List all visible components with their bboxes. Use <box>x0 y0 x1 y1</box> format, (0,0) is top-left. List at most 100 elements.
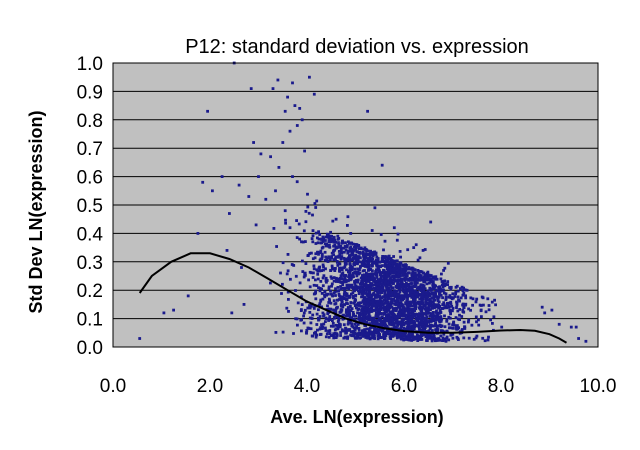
data-point <box>313 202 317 205</box>
data-point <box>397 279 400 282</box>
data-point <box>314 289 318 293</box>
data-point <box>362 297 366 300</box>
data-point <box>391 263 395 267</box>
data-point <box>380 291 384 294</box>
data-point <box>368 272 372 276</box>
data-point <box>393 303 397 306</box>
data-point <box>442 339 445 342</box>
data-point <box>428 297 432 301</box>
data-point <box>335 334 339 338</box>
data-point <box>388 266 392 269</box>
data-point <box>419 283 423 287</box>
data-point <box>374 307 378 310</box>
data-point <box>459 296 463 300</box>
data-point <box>345 297 348 301</box>
data-point <box>356 259 360 263</box>
data-point <box>372 321 375 325</box>
data-point <box>403 327 407 331</box>
data-point <box>423 290 427 294</box>
data-point <box>377 291 381 294</box>
data-point <box>425 298 428 302</box>
data-point <box>332 335 336 338</box>
data-point <box>433 291 437 294</box>
data-point <box>416 319 420 323</box>
data-point <box>364 313 367 317</box>
data-point <box>352 246 356 249</box>
data-point <box>327 287 331 291</box>
data-point <box>281 141 285 144</box>
data-point <box>320 257 324 261</box>
data-point <box>336 324 339 327</box>
data-point <box>374 303 378 307</box>
data-point <box>345 293 349 297</box>
data-point <box>353 248 357 252</box>
data-point <box>388 329 392 333</box>
data-point <box>378 278 381 282</box>
data-point <box>460 285 464 289</box>
data-point <box>484 310 488 314</box>
data-point <box>461 302 465 306</box>
data-point <box>334 287 337 291</box>
data-point <box>364 256 368 260</box>
data-point <box>312 283 316 287</box>
data-point <box>381 255 384 258</box>
data-point <box>440 307 444 310</box>
data-point <box>312 267 316 271</box>
data-point <box>383 255 386 258</box>
data-point <box>376 314 380 318</box>
data-point <box>424 319 428 323</box>
data-point <box>326 260 330 263</box>
data-point <box>413 300 417 304</box>
data-point <box>388 286 391 290</box>
data-point <box>332 244 335 248</box>
data-point <box>326 312 330 316</box>
data-point <box>220 175 224 178</box>
data-point <box>367 311 371 315</box>
data-point <box>312 92 316 96</box>
data-point <box>385 258 388 262</box>
data-point <box>370 282 374 286</box>
data-point <box>413 289 417 293</box>
data-point <box>404 263 407 266</box>
data-point <box>367 280 371 283</box>
data-point <box>396 334 399 337</box>
data-point <box>324 326 327 330</box>
data-point <box>324 239 327 242</box>
data-point <box>431 329 434 332</box>
data-point <box>394 322 398 325</box>
data-point <box>336 286 340 289</box>
data-point <box>374 253 378 256</box>
data-point <box>422 333 426 337</box>
data-point <box>356 335 359 338</box>
data-point <box>458 313 461 317</box>
data-point <box>388 332 391 336</box>
data-point <box>413 337 417 341</box>
data-point <box>364 283 368 287</box>
data-point <box>397 293 401 297</box>
data-point <box>369 330 373 334</box>
data-point <box>307 253 310 257</box>
data-point <box>361 332 365 336</box>
data-point <box>443 266 447 270</box>
data-point <box>422 288 425 292</box>
scatter-points <box>138 61 588 343</box>
data-point <box>384 292 387 295</box>
data-point <box>359 304 363 308</box>
data-point <box>401 322 405 326</box>
data-point <box>416 295 420 299</box>
data-point <box>284 218 287 222</box>
data-point <box>461 289 465 292</box>
data-point <box>389 322 392 326</box>
data-point <box>363 276 367 280</box>
data-point <box>334 294 337 297</box>
data-point <box>322 265 325 269</box>
data-point <box>345 336 349 340</box>
data-point <box>543 311 547 315</box>
data-point <box>361 264 365 267</box>
data-point <box>302 311 306 315</box>
data-point <box>364 301 367 304</box>
data-point <box>294 274 298 278</box>
data-point <box>346 244 349 247</box>
data-point <box>341 271 345 275</box>
data-point <box>309 327 313 331</box>
